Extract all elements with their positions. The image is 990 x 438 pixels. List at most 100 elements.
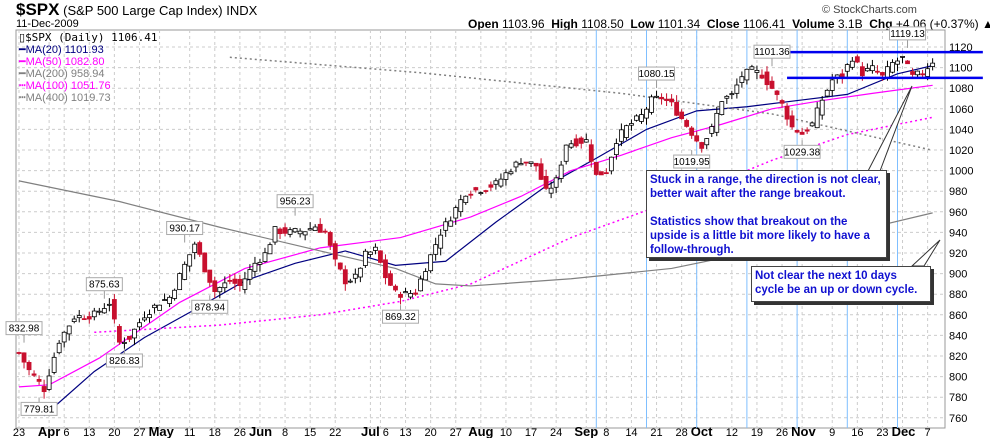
candle-body bbox=[378, 250, 383, 263]
candle-body bbox=[659, 96, 664, 100]
candle-body bbox=[588, 144, 594, 162]
price-label-box bbox=[191, 299, 229, 314]
candle-body bbox=[167, 296, 173, 304]
candle-body bbox=[905, 60, 910, 65]
candle-body bbox=[538, 163, 544, 180]
candle-body bbox=[227, 279, 233, 282]
price-label-box bbox=[753, 44, 791, 59]
chg-label: Chg bbox=[869, 17, 893, 31]
candle-body bbox=[282, 227, 288, 234]
candle-body bbox=[242, 278, 248, 290]
x-tick-label: 28 bbox=[676, 427, 688, 438]
candle-body bbox=[408, 293, 413, 298]
candle-body bbox=[613, 143, 619, 156]
candle-body bbox=[152, 304, 157, 309]
x-tick-label: Oct bbox=[691, 424, 713, 438]
candle-body bbox=[413, 292, 418, 295]
candle-body bbox=[498, 178, 504, 187]
candle-body bbox=[478, 192, 484, 194]
candle-body bbox=[383, 259, 388, 279]
candle-body bbox=[543, 175, 549, 189]
high-label: High bbox=[551, 17, 578, 31]
candle-body bbox=[654, 95, 659, 98]
price-label-box bbox=[166, 221, 204, 236]
up-arrow-icon: ▲ bbox=[982, 17, 990, 31]
candle-body bbox=[518, 163, 524, 166]
chart-title: $SPX (S&P 500 Large Cap Index) INDX bbox=[16, 1, 257, 19]
candle-body bbox=[503, 172, 509, 180]
candle-body bbox=[608, 156, 614, 172]
candle-body bbox=[137, 322, 142, 328]
candle-body bbox=[528, 161, 534, 164]
candle-body bbox=[578, 137, 584, 144]
price-label: 875.63 bbox=[89, 280, 120, 291]
candle-body bbox=[729, 93, 735, 96]
candle-body bbox=[302, 231, 308, 236]
legend-label: MA(100) 1051.76 bbox=[25, 80, 111, 92]
price-label: 878.94 bbox=[194, 302, 225, 313]
candle-body bbox=[443, 221, 449, 231]
price-label-box bbox=[783, 144, 821, 159]
candle-body bbox=[689, 127, 695, 136]
exchange: INDX bbox=[226, 3, 258, 18]
x-tick-label: 13 bbox=[83, 427, 95, 438]
candle-body bbox=[117, 326, 122, 343]
symbol: $SPX bbox=[16, 0, 60, 19]
candle-body bbox=[46, 375, 52, 390]
candle-body bbox=[418, 278, 424, 292]
candle-body bbox=[362, 250, 368, 266]
legend-ma100: ┅MA(100) 1051.76 bbox=[19, 80, 158, 92]
candle-body bbox=[182, 263, 188, 280]
candle-body bbox=[21, 352, 27, 363]
candle-body bbox=[895, 60, 900, 65]
price-label-box bbox=[889, 26, 927, 41]
candle-body bbox=[61, 331, 67, 343]
chart-date: 11-Dec-2009 bbox=[16, 18, 79, 30]
candle-body bbox=[51, 356, 57, 373]
x-tick-label: 15 bbox=[304, 427, 316, 438]
candle-body bbox=[759, 74, 765, 79]
candle-body bbox=[147, 314, 152, 319]
legend-ma20: ━MA(20) 1101.93 bbox=[19, 44, 158, 56]
y-tick-label: 960 bbox=[949, 207, 967, 219]
candle-body bbox=[127, 335, 132, 340]
legend-label: MA(200) 958.94 bbox=[25, 68, 105, 80]
candle-body bbox=[664, 98, 669, 101]
candle-body bbox=[212, 280, 218, 293]
x-tick-label: 6 bbox=[383, 427, 389, 438]
candle-body bbox=[925, 68, 931, 77]
price-label: 1101.36 bbox=[754, 47, 790, 58]
candle-body bbox=[764, 71, 770, 86]
volume-label: Volume bbox=[792, 17, 835, 31]
candle-icon: ▯ bbox=[19, 32, 26, 44]
candle-body bbox=[96, 310, 102, 313]
price-label: 956.23 bbox=[280, 197, 311, 208]
x-tick-label: 27 bbox=[133, 427, 145, 438]
candle-body bbox=[493, 180, 499, 185]
price-label: 869.32 bbox=[385, 312, 416, 323]
candle-body bbox=[794, 130, 800, 133]
candle-body bbox=[428, 254, 434, 272]
y-tick-label: 900 bbox=[949, 269, 967, 281]
candle-body bbox=[157, 304, 162, 311]
candle-body bbox=[473, 187, 479, 191]
candle-body bbox=[272, 226, 278, 243]
x-tick-label: 9 bbox=[829, 427, 835, 438]
candle-body bbox=[749, 66, 755, 70]
candle-body bbox=[41, 386, 47, 393]
candle-body bbox=[307, 228, 313, 231]
y-tick-label: 860 bbox=[949, 310, 967, 322]
y-tick-label: 800 bbox=[949, 372, 967, 384]
candle-body bbox=[262, 252, 268, 262]
candle-body bbox=[101, 308, 107, 314]
candle-body bbox=[674, 101, 680, 116]
candle-body bbox=[598, 171, 604, 176]
price-label: 832.98 bbox=[9, 324, 40, 335]
candle-body bbox=[804, 129, 810, 132]
price-label: 826.83 bbox=[109, 356, 140, 367]
candle-body bbox=[639, 114, 644, 122]
candle-body bbox=[774, 90, 780, 95]
x-tick-label: 17 bbox=[525, 427, 537, 438]
candle-body bbox=[568, 143, 574, 148]
